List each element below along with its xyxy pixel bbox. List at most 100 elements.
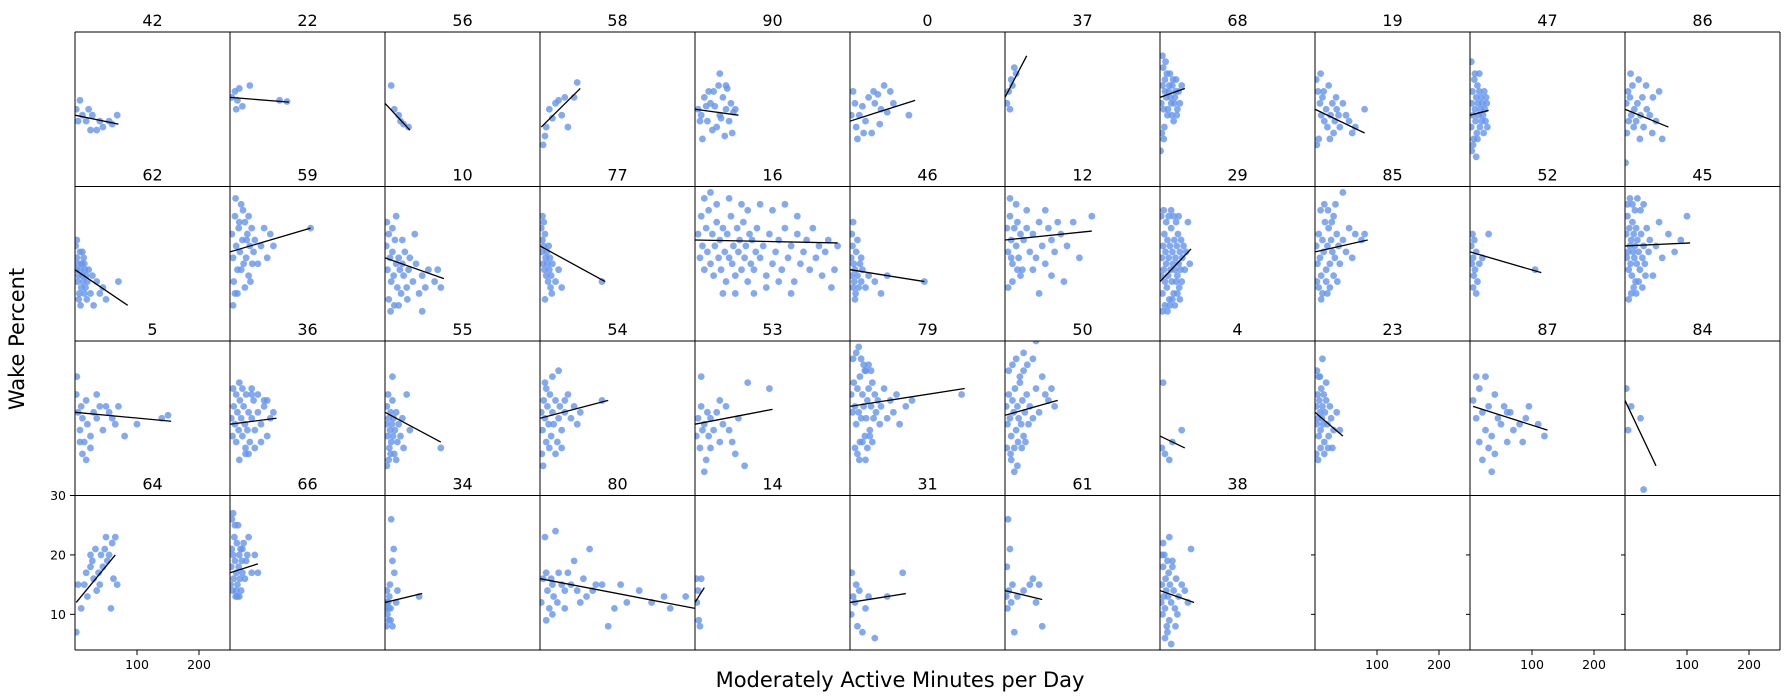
scatter-point <box>1485 230 1492 238</box>
scatter-point <box>1652 242 1660 250</box>
trend-line <box>1625 400 1657 467</box>
scatter-point <box>1016 373 1024 381</box>
panel-86: 86 <box>1625 11 1780 187</box>
panel-85: 85 <box>1315 166 1470 341</box>
scatter-point <box>230 414 235 422</box>
scatter-point <box>1161 605 1169 612</box>
scatter-point <box>1020 432 1027 440</box>
scatter-point <box>239 206 247 214</box>
scatter-point <box>552 397 559 404</box>
scatter-point <box>1162 248 1169 256</box>
scatter-point <box>406 254 414 262</box>
scatter-point <box>133 420 141 428</box>
scatter-point <box>552 450 559 458</box>
scatter-point <box>405 266 412 274</box>
scatter-point <box>725 426 733 434</box>
scatter-point <box>896 420 903 428</box>
trend-line <box>1315 239 1368 253</box>
scatter-point <box>385 610 391 618</box>
scatter-point <box>395 420 403 428</box>
scatter-point <box>397 432 404 440</box>
scatter-point <box>1475 385 1483 392</box>
scatter-point <box>1160 230 1168 238</box>
scatter-point <box>561 93 569 101</box>
scatter-point <box>1172 575 1180 583</box>
scatter-point <box>1630 230 1638 238</box>
scatter-point <box>1315 391 1321 398</box>
scatter-point <box>1361 230 1368 238</box>
scatter-point <box>248 224 256 232</box>
scatter-point <box>1167 93 1174 101</box>
scatter-point <box>1470 141 1477 149</box>
scatter-point <box>857 254 865 262</box>
scatter-point <box>1007 254 1015 262</box>
scatter-point <box>793 212 801 220</box>
scatter-point <box>542 385 550 392</box>
scatter-point <box>1322 105 1330 113</box>
scatter-point <box>1316 408 1324 416</box>
scatter-point <box>1161 301 1169 309</box>
scatter-point <box>110 575 117 583</box>
scatter-point <box>231 521 239 529</box>
panel-23: 23 <box>1315 320 1470 496</box>
scatter-point <box>1038 373 1046 381</box>
scatter-point <box>855 343 863 351</box>
panel-plot-area <box>850 569 907 642</box>
scatter-point <box>1009 260 1016 268</box>
scatter-point <box>1627 260 1634 268</box>
panel-title: 36 <box>297 320 317 339</box>
scatter-point <box>1491 391 1499 398</box>
scatter-point <box>702 456 710 464</box>
scatter-point <box>1165 456 1173 464</box>
scatter-point <box>93 391 101 398</box>
panel-title: 53 <box>762 320 782 339</box>
scatter-point <box>730 242 737 250</box>
scatter-point <box>784 254 792 262</box>
panel-title: 19 <box>1382 11 1402 30</box>
scatter-point <box>623 599 631 606</box>
scatter-point <box>570 557 578 565</box>
panel-29: 29 <box>1160 166 1315 341</box>
scatter-point <box>1160 266 1168 274</box>
panel-background <box>1005 32 1160 187</box>
scatter-point <box>99 123 107 131</box>
scatter-point <box>561 397 569 404</box>
panel-background <box>695 32 850 187</box>
scatter-point <box>1326 260 1334 268</box>
scatter-point <box>1655 218 1663 226</box>
scatter-point <box>1029 575 1037 583</box>
scatter-point <box>540 408 545 416</box>
scatter-point <box>1330 129 1337 137</box>
scatter-point <box>1470 230 1476 238</box>
scatter-point <box>389 397 396 404</box>
scatter-point <box>550 593 558 600</box>
scatter-point <box>852 123 860 131</box>
scatter-point <box>1642 272 1649 280</box>
scatter-point <box>1630 123 1638 131</box>
scatter-point <box>787 242 795 250</box>
scatter-point <box>549 373 556 381</box>
scatter-point <box>1006 212 1014 220</box>
panel-56: 56 <box>385 11 540 187</box>
scatter-point <box>738 266 745 274</box>
scatter-point <box>1023 206 1031 214</box>
scatter-point <box>868 438 876 446</box>
panel-plot-area <box>1005 341 1058 476</box>
scatter-point <box>1326 284 1334 291</box>
scatter-point <box>237 414 245 422</box>
panel-plot-area <box>230 509 262 600</box>
scatter-point <box>850 111 855 119</box>
scatter-point <box>230 563 235 571</box>
scatter-point <box>855 284 863 291</box>
scatter-point <box>1169 557 1176 565</box>
scatter-point <box>1634 236 1641 244</box>
scatter-point <box>696 254 704 262</box>
scatter-point <box>850 379 858 386</box>
scatter-point <box>855 408 863 416</box>
panel-plot-area <box>695 373 773 476</box>
scatter-point <box>731 272 739 280</box>
scatter-point <box>1646 111 1654 119</box>
scatter-point <box>1167 206 1175 214</box>
scatter-point <box>1638 254 1646 262</box>
scatter-point <box>96 290 104 297</box>
